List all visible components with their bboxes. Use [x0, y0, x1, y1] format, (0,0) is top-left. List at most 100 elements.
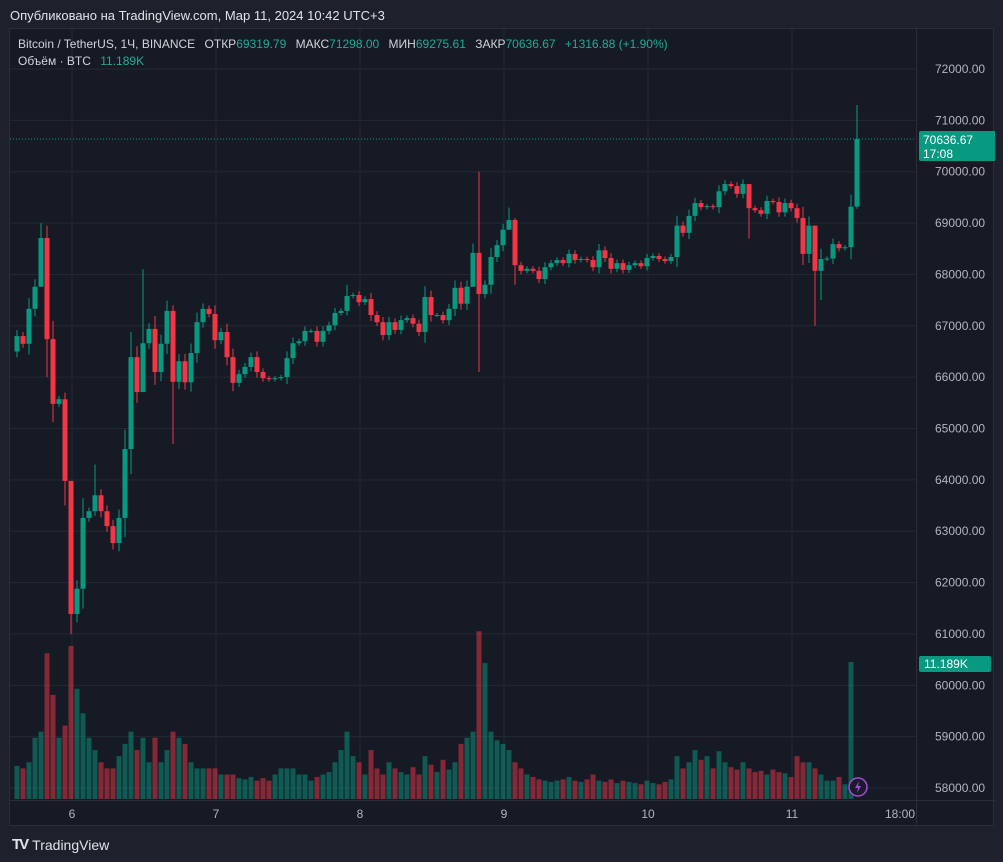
volume-bar	[38, 731, 44, 799]
low-value: 69275.61	[415, 37, 466, 51]
candle-body	[272, 378, 278, 380]
volume-bar	[320, 774, 326, 799]
candle-body	[800, 217, 806, 254]
ohlc-line: Bitcoin / TetherUS, 1Ч, BINANCE ОТКР6931…	[18, 36, 668, 53]
candle-body	[620, 263, 626, 270]
volume-line: Объём · BTC 11.189K	[18, 53, 668, 70]
volume-bar	[284, 768, 290, 799]
candle-body	[386, 322, 392, 336]
volume-bar	[86, 737, 92, 799]
symbol-label[interactable]: Bitcoin / TetherUS, 1Ч, BINANCE	[18, 37, 196, 51]
volume-bar	[836, 776, 842, 799]
volume-bar	[650, 783, 656, 799]
candle-body	[602, 250, 608, 259]
candle-body	[248, 357, 254, 367]
candle-body	[716, 191, 722, 208]
footer-brand[interactable]: TV TradingView	[12, 836, 109, 853]
volume-bar	[80, 713, 86, 799]
volume-badge	[919, 656, 991, 672]
candle-body	[290, 343, 296, 359]
volume-bar	[206, 768, 212, 799]
candle-body	[632, 263, 638, 266]
volume-bar	[776, 772, 782, 799]
candle-body	[710, 206, 716, 208]
y-tick-label: 66000.00	[935, 370, 985, 384]
candle-body	[266, 378, 272, 380]
volume-bar	[230, 774, 236, 799]
volume-bar	[752, 772, 758, 799]
volume-bar	[566, 776, 572, 799]
x-tick-label: 18:00	[885, 807, 915, 821]
candle-body	[842, 247, 848, 249]
volume-bar	[446, 769, 452, 799]
candle-body	[86, 511, 92, 518]
candle-body	[410, 318, 416, 324]
volume-bar	[452, 762, 458, 799]
volume-bar	[740, 762, 746, 799]
candle-body	[638, 263, 644, 267]
candle-body	[740, 184, 746, 194]
volume-bar	[398, 772, 404, 799]
volume-bar	[368, 750, 374, 799]
volume-bar	[464, 737, 470, 799]
candle-body	[464, 286, 470, 304]
candle-body	[212, 313, 218, 341]
y-tick-label: 59000.00	[935, 730, 985, 744]
candle-body	[140, 343, 146, 393]
candle-body	[644, 258, 650, 267]
chart-panel[interactable]: 72000.00 71000.00 70000.00 69000.00 68000.00…	[9, 28, 995, 827]
volume-bar	[326, 772, 332, 799]
candle-body	[524, 268, 530, 271]
volume-bar	[434, 772, 440, 799]
candle-body	[320, 330, 326, 342]
x-tick-label: 10	[641, 807, 655, 821]
y-tick-label: 69000.00	[935, 216, 985, 230]
candle-body	[746, 184, 752, 209]
volume-bar	[824, 780, 830, 799]
volume-label[interactable]: Объём · BTC	[18, 54, 91, 68]
volume-bar	[356, 762, 362, 799]
candle-body	[296, 341, 302, 344]
y-tick-label: 72000.00	[935, 62, 985, 76]
volume-bar	[266, 780, 272, 799]
candle-body	[254, 357, 260, 373]
last-price-value: 70636.67	[923, 133, 973, 147]
volume-bar	[68, 645, 74, 799]
bar-countdown: 17:08	[923, 147, 953, 161]
candle-body	[542, 267, 548, 280]
candle-body	[608, 258, 614, 269]
volume-bar	[50, 694, 56, 799]
volume-bar	[416, 774, 422, 799]
volume-bar	[758, 770, 764, 799]
candle-body	[656, 255, 662, 260]
volume-bar	[662, 781, 668, 799]
candle-body	[230, 357, 236, 383]
volume-bar	[494, 740, 500, 799]
volume-bar	[578, 781, 584, 799]
candle-body	[92, 495, 98, 512]
candle-body	[236, 374, 242, 383]
volume-bar	[116, 756, 122, 799]
volume-bar	[32, 737, 38, 799]
x-tick-label: 6	[69, 807, 76, 821]
candle-body	[680, 225, 686, 233]
volume-bar	[290, 768, 296, 799]
candle-body	[44, 237, 50, 340]
candle-body	[488, 256, 494, 285]
candlestick-chart[interactable]: 72000.00 71000.00 70000.00 69000.00 68000.00…	[10, 29, 995, 827]
volume-bar	[794, 756, 800, 799]
candle-body	[728, 184, 734, 187]
candle-body	[578, 259, 584, 261]
volume-bar	[110, 768, 116, 799]
candle-body	[626, 265, 632, 270]
candle-body	[284, 358, 290, 378]
candle-body	[374, 315, 380, 323]
volume-bar	[842, 784, 848, 799]
candle-body	[758, 210, 764, 214]
volume-bar	[506, 750, 512, 799]
candle-body	[38, 237, 44, 287]
volume-bar	[98, 762, 104, 799]
volume-bar	[344, 731, 350, 799]
volume-bar	[440, 759, 446, 799]
volume-bar	[272, 774, 278, 799]
